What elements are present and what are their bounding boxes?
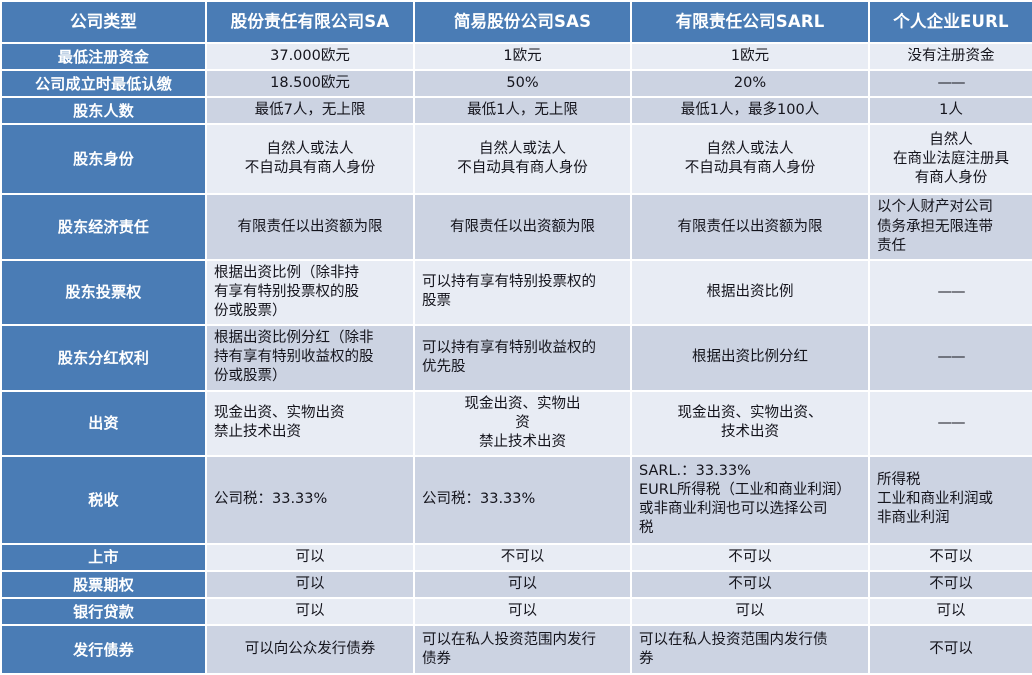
row-label-dividend-rights: 股东分红权利: [2, 326, 205, 390]
table-row: 发行债券 可以向公众发行债券 可以在私人投资范围内发行 债券 可以在私人投资范围内…: [2, 626, 1032, 674]
cell-bank-loan-sarl: 可以: [632, 599, 868, 625]
table-row: 股东经济责任 有限责任以出资额为限 有限责任以出资额为限 有限责任以出资额为限 …: [2, 195, 1032, 259]
cell-bond-issuance-sa: 可以向公众发行债券: [207, 626, 413, 674]
cell-dividend-rights-eurl: ——: [870, 326, 1032, 390]
table-row: 股东人数 最低7人，无上限 最低1人，无上限 最低1人，最多100人 1人: [2, 98, 1032, 124]
table-row: 出资 现金出资、实物出资 禁止技术出资 现金出资、实物出资禁止技术出资 现金出资、…: [2, 391, 1032, 455]
cell-contribution-sa: 现金出资、实物出资 禁止技术出资: [207, 391, 413, 455]
cell-voting-rights-sa: 根据出资比例（除非持 有享有特别投票权的股 份或股票）: [207, 260, 413, 325]
cell-min-capital-sas: 1欧元: [415, 44, 630, 70]
row-label-bond-issuance: 发行债券: [2, 626, 205, 674]
row-label-shareholder-liability: 股东经济责任: [2, 195, 205, 259]
cell-min-capital-sarl: 1欧元: [632, 44, 868, 70]
cell-shareholder-liability-sarl: 有限责任以出资额为限: [632, 195, 868, 259]
cell-listing-sas: 不可以: [415, 544, 630, 570]
cell-shareholder-identity-sarl: 自然人或法人 不自动具有商人身份: [632, 125, 868, 194]
cell-shareholder-identity-sa: 自然人或法人 不自动具有商人身份: [207, 125, 413, 194]
cell-stock-options-sas: 可以: [415, 572, 630, 598]
column-header-sa: 股份责任有限公司SA: [207, 2, 413, 42]
cell-voting-rights-sas: 可以持有享有特别投票权的 股票: [415, 260, 630, 325]
table-row: 公司成立时最低认缴 18.500欧元 50% 20% ——: [2, 71, 1032, 97]
table-row: 上市 可以 不可以 不可以 不可以: [2, 544, 1032, 570]
row-label-voting-rights: 股东投票权: [2, 260, 205, 325]
cell-shareholder-count-eurl: 1人: [870, 98, 1032, 124]
cell-bond-issuance-sarl: 可以在私人投资范围内发行债券: [632, 626, 868, 674]
cell-min-paidin-sas: 50%: [415, 71, 630, 97]
cell-listing-eurl: 不可以: [870, 544, 1032, 570]
row-label-bank-loan: 银行贷款: [2, 599, 205, 625]
table-row: 银行贷款 可以 可以 可以 可以: [2, 599, 1032, 625]
cell-min-paidin-sa: 18.500欧元: [207, 71, 413, 97]
cell-shareholder-liability-sas: 有限责任以出资额为限: [415, 195, 630, 259]
cell-voting-rights-sarl: 根据出资比例: [632, 260, 868, 325]
cell-taxation-eurl: 所得税 工业和商业利润或 非商业利润: [870, 456, 1032, 543]
cell-listing-sa: 可以: [207, 544, 413, 570]
cell-listing-sarl: 不可以: [632, 544, 868, 570]
cell-min-paidin-sarl: 20%: [632, 71, 868, 97]
cell-bank-loan-sas: 可以: [415, 599, 630, 625]
table-row: 股东身份 自然人或法人 不自动具有商人身份 自然人或法人 不自动具有商人身份 自然人…: [2, 125, 1032, 194]
cell-dividend-rights-sas: 可以持有享有特别收益权的 优先股: [415, 326, 630, 390]
table-row: 最低注册资金 37.000欧元 1欧元 1欧元 没有注册资金: [2, 44, 1032, 70]
column-header-sarl: 有限责任公司SARL: [632, 2, 868, 42]
cell-taxation-sarl: SARL.：33.33% EURL所得税（工业和商业利润） 或非商业利润也可以选择公…: [632, 456, 868, 543]
table-row: 股东分红权利 根据出资比例分红（除非 持有享有特别收益权的股 份或股票） 可以持有享…: [2, 326, 1032, 390]
cell-voting-rights-eurl: ——: [870, 260, 1032, 325]
cell-taxation-sa: 公司税：33.33%: [207, 456, 413, 543]
cell-stock-options-sa: 可以: [207, 572, 413, 598]
table-body: 最低注册资金 37.000欧元 1欧元 1欧元 没有注册资金 公司成立时最低认缴…: [2, 44, 1032, 674]
row-label-contribution: 出资: [2, 391, 205, 455]
cell-shareholder-liability-eurl: 以个人财产对公司 债务承担无限连带 责任: [870, 195, 1032, 259]
row-label-listing: 上市: [2, 544, 205, 570]
cell-taxation-sas: 公司税：33.33%: [415, 456, 630, 543]
cell-contribution-sas: 现金出资、实物出资禁止技术出资: [415, 391, 630, 455]
column-header-company-type: 公司类型: [2, 2, 205, 42]
cell-stock-options-sarl: 不可以: [632, 572, 868, 598]
cell-shareholder-identity-sas: 自然人或法人 不自动具有商人身份: [415, 125, 630, 194]
row-label-shareholder-identity: 股东身份: [2, 125, 205, 194]
cell-shareholder-count-sa: 最低7人，无上限: [207, 98, 413, 124]
cell-shareholder-count-sarl: 最低1人，最多100人: [632, 98, 868, 124]
row-label-shareholder-count: 股东人数: [2, 98, 205, 124]
header-row: 公司类型 股份责任有限公司SA 简易股份公司SAS 有限责任公司SARL 个人企…: [2, 2, 1032, 42]
cell-bond-issuance-eurl: 不可以: [870, 626, 1032, 674]
cell-contribution-sarl: 现金出资、实物出资、 技术出资: [632, 391, 868, 455]
row-label-taxation: 税收: [2, 456, 205, 543]
cell-shareholder-count-sas: 最低1人，无上限: [415, 98, 630, 124]
column-header-sas: 简易股份公司SAS: [415, 2, 630, 42]
cell-dividend-rights-sarl: 根据出资比例分红: [632, 326, 868, 390]
cell-min-paidin-eurl: ——: [870, 71, 1032, 97]
table-row: 股东投票权 根据出资比例（除非持 有享有特别投票权的股 份或股票） 可以持有享有特别…: [2, 260, 1032, 325]
table-header: 公司类型 股份责任有限公司SA 简易股份公司SAS 有限责任公司SARL 个人企…: [2, 2, 1032, 42]
cell-stock-options-eurl: 不可以: [870, 572, 1032, 598]
row-label-min-capital: 最低注册资金: [2, 44, 205, 70]
cell-contribution-eurl: ——: [870, 391, 1032, 455]
table-row: 股票期权 可以 可以 不可以 不可以: [2, 572, 1032, 598]
row-label-stock-options: 股票期权: [2, 572, 205, 598]
table-row: 税收 公司税：33.33% 公司税：33.33% SARL.：33.33% EUR…: [2, 456, 1032, 543]
cell-shareholder-liability-sa: 有限责任以出资额为限: [207, 195, 413, 259]
cell-min-capital-sa: 37.000欧元: [207, 44, 413, 70]
column-header-eurl: 个人企业EURL: [870, 2, 1032, 42]
cell-dividend-rights-sa: 根据出资比例分红（除非 持有享有特别收益权的股 份或股票）: [207, 326, 413, 390]
cell-bond-issuance-sas: 可以在私人投资范围内发行 债券: [415, 626, 630, 674]
cell-bank-loan-sa: 可以: [207, 599, 413, 625]
cell-min-capital-eurl: 没有注册资金: [870, 44, 1032, 70]
cell-shareholder-identity-eurl: 自然人 在商业法庭注册具 有商人身份: [870, 125, 1032, 194]
cell-bank-loan-eurl: 可以: [870, 599, 1032, 625]
row-label-min-paidin: 公司成立时最低认缴: [2, 71, 205, 97]
